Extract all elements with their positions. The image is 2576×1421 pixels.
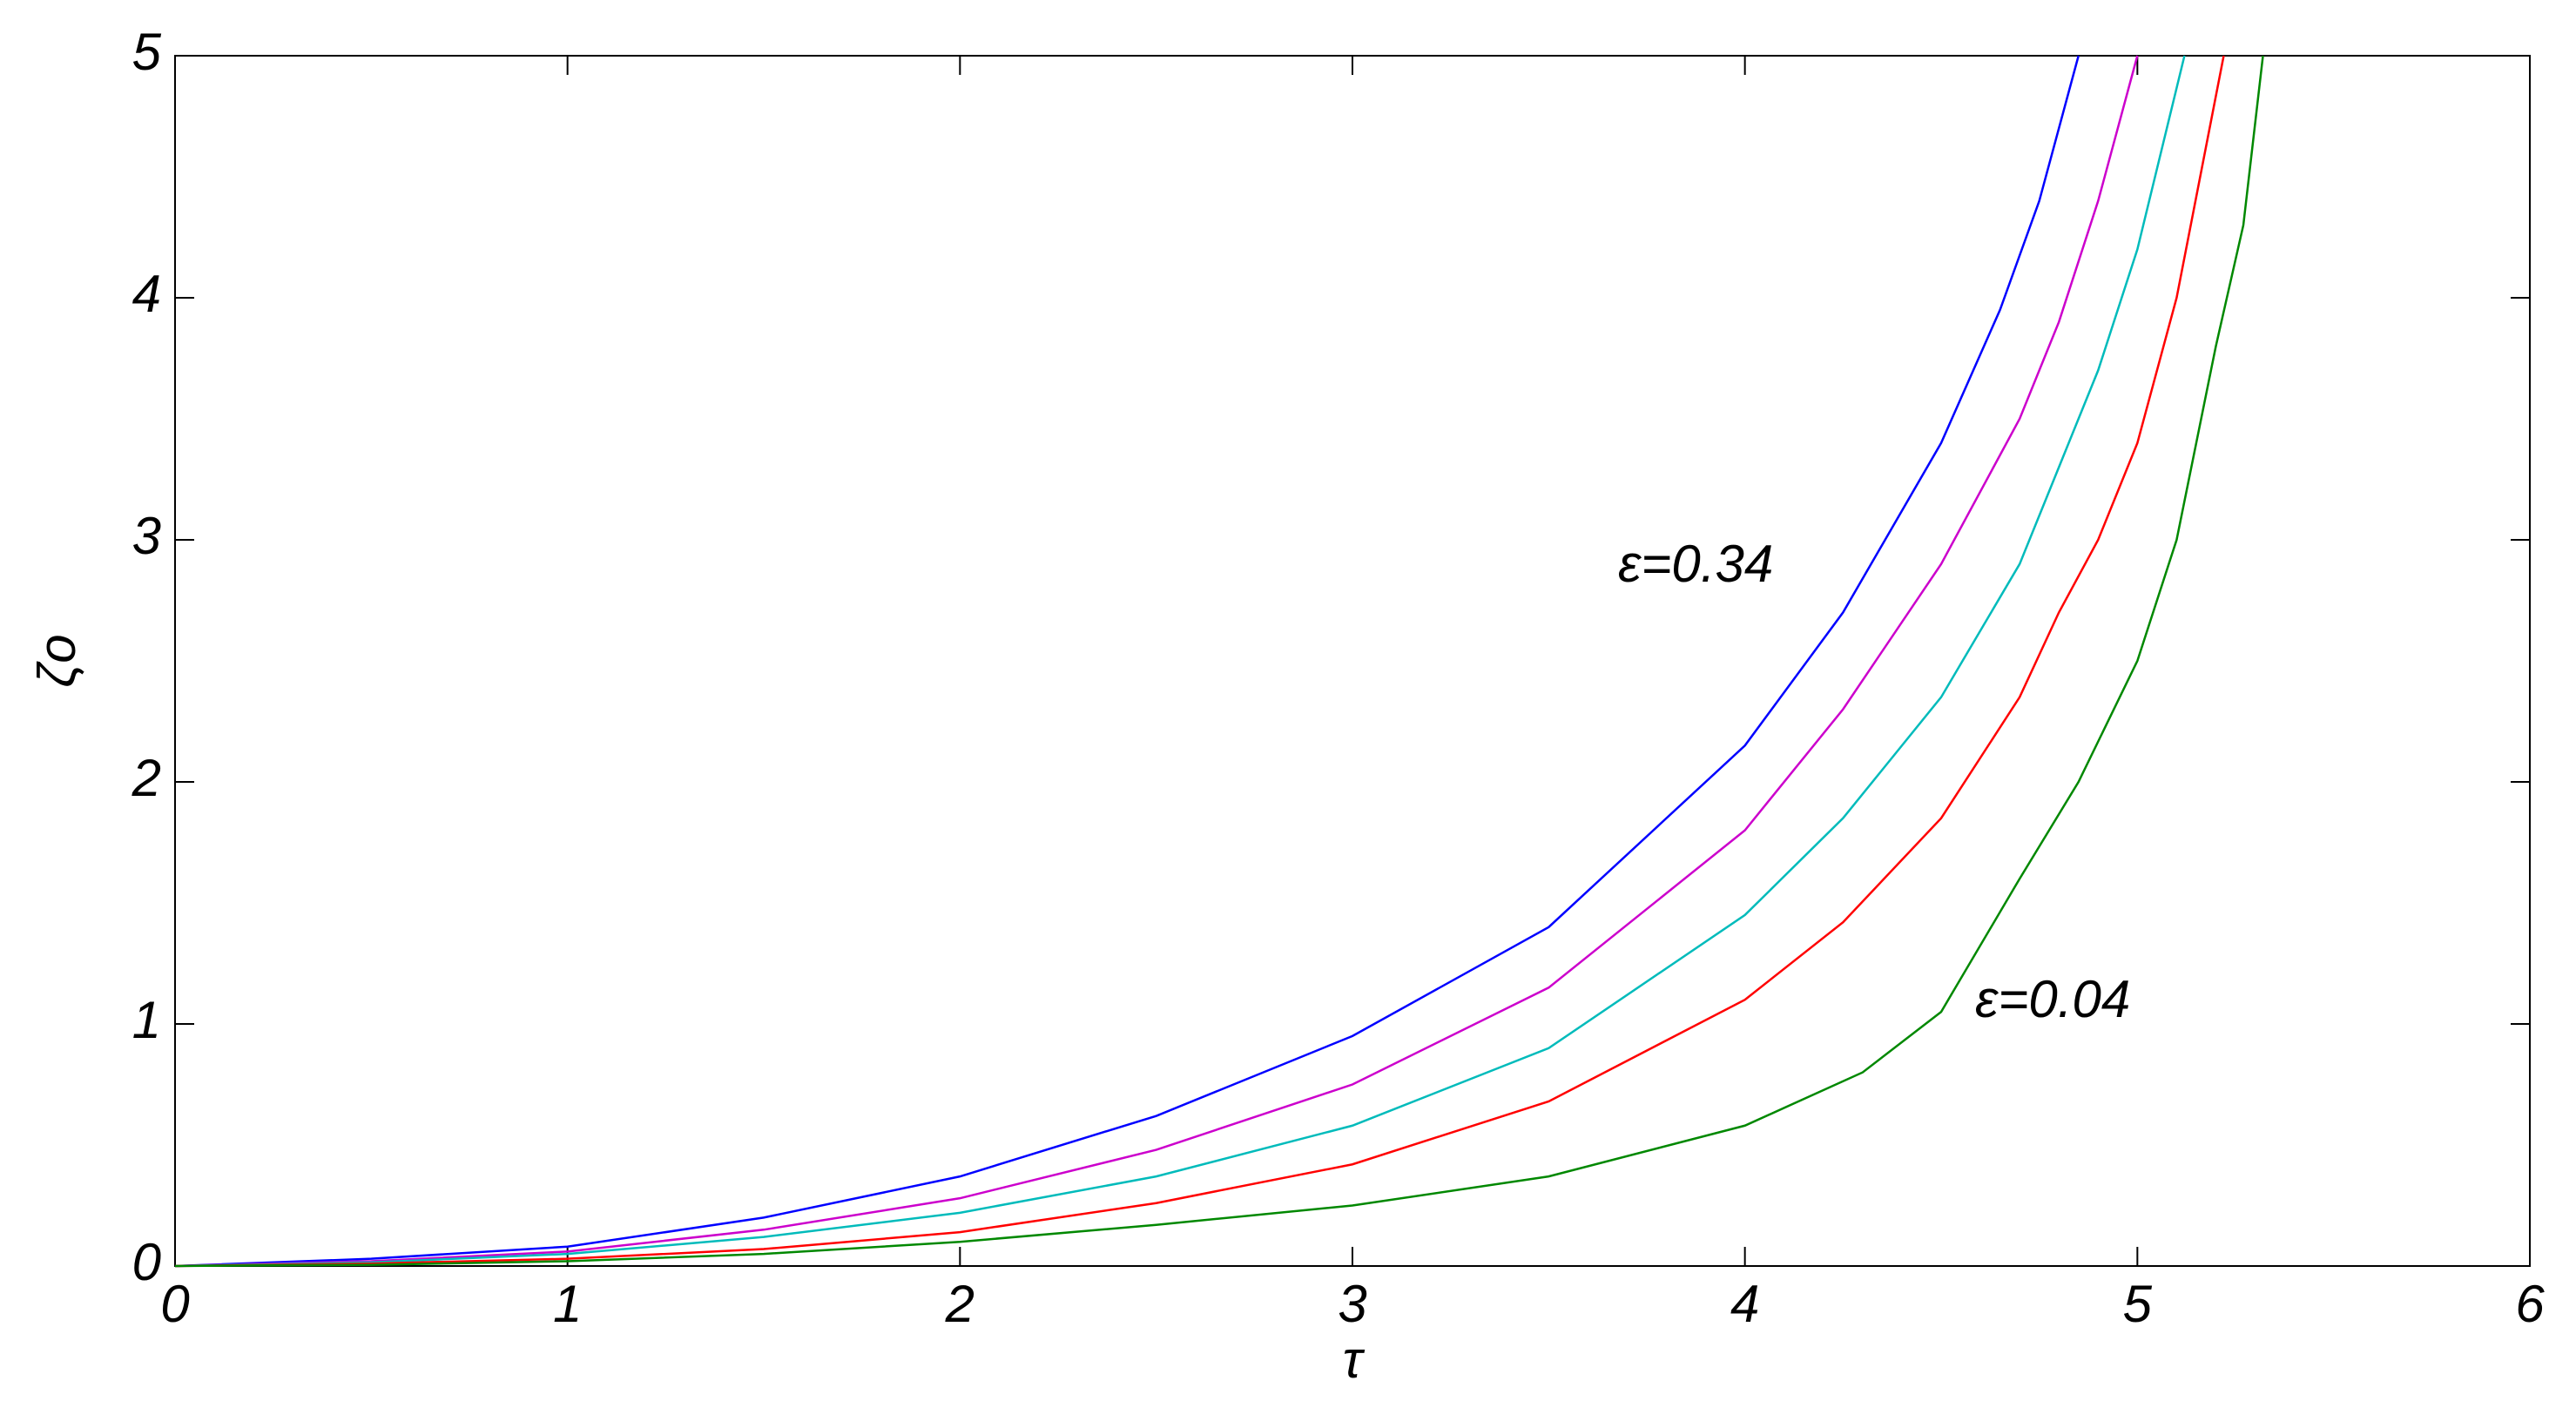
line-series xyxy=(174,55,2264,1268)
x-tick-label: 5 xyxy=(2123,1275,2153,1333)
y-tick-label: 2 xyxy=(131,749,161,807)
x-axis-label: τ xyxy=(1343,1330,1366,1389)
line-series xyxy=(174,55,2225,1268)
line-series xyxy=(174,55,2186,1268)
x-tick-label: 3 xyxy=(1338,1275,1366,1333)
x-tick-label: 0 xyxy=(160,1275,189,1333)
y-tick-label: 1 xyxy=(132,991,161,1049)
x-tick-label: 4 xyxy=(1730,1275,1759,1333)
y-axis-label: ζo xyxy=(28,634,86,687)
x-tick-label: 2 xyxy=(945,1275,974,1333)
y-tick-label: 3 xyxy=(132,507,161,565)
annotation: ε=0.34 xyxy=(1618,535,1773,593)
line-series xyxy=(174,55,2139,1268)
annotation: ε=0.04 xyxy=(1975,970,2130,1028)
y-tick-label: 0 xyxy=(132,1233,161,1291)
x-tick-label: 6 xyxy=(2515,1275,2545,1333)
x-tick-label: 1 xyxy=(553,1275,582,1333)
y-tick-label: 5 xyxy=(132,23,162,81)
y-tick-label: 4 xyxy=(132,265,161,323)
line-series xyxy=(174,55,2080,1268)
